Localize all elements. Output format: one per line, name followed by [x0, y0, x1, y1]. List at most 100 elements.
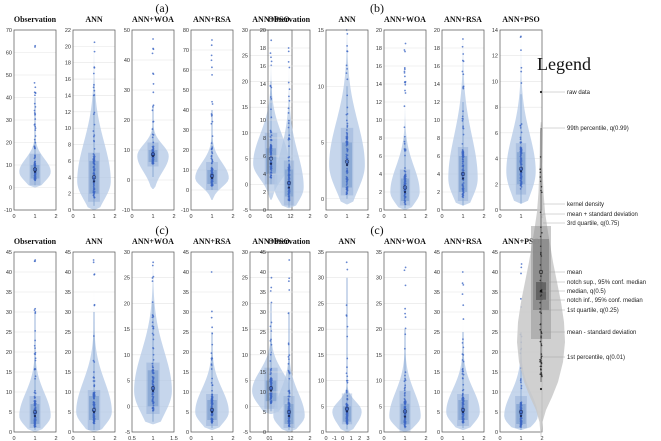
x-tick-label: 1: [403, 436, 406, 441]
raw-data-point: [93, 94, 96, 96]
raw-data-point: [93, 190, 96, 193]
raw-data-point: [33, 157, 36, 160]
y-tick-label: 30: [492, 310, 498, 316]
raw-data-point: [462, 125, 464, 128]
raw-data-point: [93, 404, 96, 406]
raw-data-point: [92, 417, 95, 420]
x-tick-label: 2: [113, 214, 116, 220]
raw-data-point: [287, 50, 290, 53]
y-tick-label: 12: [65, 110, 71, 116]
raw-data-point: [403, 135, 406, 138]
raw-data-point: [34, 367, 36, 370]
x-tick-label: 1: [269, 214, 272, 220]
raw-data-point: [520, 157, 523, 160]
raw-data-point: [269, 136, 272, 138]
legend-raw-point: [539, 311, 541, 313]
raw-data-point: [519, 184, 522, 187]
raw-data-point: [520, 381, 522, 384]
raw-data-point: [287, 312, 290, 315]
raw-data-point: [211, 395, 214, 398]
y-tick-label: 0: [379, 208, 382, 214]
x-tick-label: 2: [540, 436, 543, 441]
raw-data-point: [34, 375, 37, 378]
raw-data-point: [270, 60, 273, 63]
raw-data-point: [346, 268, 349, 271]
y-tick-label: 80: [183, 28, 189, 34]
raw-data-point: [346, 357, 349, 360]
median-marker: [345, 410, 349, 413]
raw-data-point: [520, 160, 523, 163]
raw-data-point: [462, 160, 465, 162]
raw-data-point: [403, 201, 406, 204]
x-tick-label: 1: [461, 214, 464, 220]
panel-title: ANN+WOA: [132, 15, 174, 24]
raw-data-point: [270, 378, 273, 381]
raw-data-point: [287, 47, 290, 49]
raw-data-point: [461, 271, 464, 273]
raw-data-point: [152, 152, 155, 155]
raw-data-point: [270, 399, 273, 402]
y-tick-label: 4: [379, 172, 382, 178]
raw-data-point: [462, 346, 465, 349]
raw-data-point: [345, 144, 348, 147]
raw-data-point: [152, 105, 154, 108]
raw-data-point: [210, 368, 213, 370]
y-tick-label: 18: [65, 61, 71, 67]
legend-raw-point: [539, 387, 543, 391]
raw-data-point: [33, 391, 36, 394]
raw-data-point: [93, 147, 96, 150]
raw-data-point: [270, 383, 273, 386]
y-tick-label: 10: [492, 390, 498, 396]
raw-data-point: [288, 391, 291, 394]
raw-data-point: [345, 119, 348, 122]
panel-frame: [72, 29, 116, 211]
legend-raw-point: [539, 373, 542, 376]
raw-data-point: [93, 139, 95, 142]
raw-data-point: [92, 259, 95, 261]
x-tick-label: 1: [519, 214, 522, 220]
y-tick-label: 10: [183, 390, 189, 396]
legend-raw-point: [540, 336, 542, 339]
legend-raw-point: [540, 373, 543, 376]
y-tick-label: 15: [492, 370, 498, 376]
raw-data-point: [210, 398, 213, 401]
y-tick-label: 15: [6, 370, 12, 376]
legend-item-p1: 1st percentile, q(0.01): [567, 355, 625, 361]
y-tick-label: 5: [9, 410, 12, 416]
raw-data-point: [346, 189, 349, 192]
raw-data-point: [92, 130, 95, 132]
raw-data-point: [93, 192, 96, 195]
raw-data-point: [520, 181, 523, 184]
raw-data-point: [211, 114, 213, 116]
legend-raw-point: [540, 312, 542, 315]
raw-data-point: [93, 89, 96, 92]
raw-data-point: [288, 289, 291, 291]
x-tick-label: 0: [12, 436, 15, 441]
y-tick-label: 18: [434, 46, 440, 52]
x-tick-label: 0: [341, 436, 344, 441]
raw-data-point: [34, 418, 37, 420]
violin-panel: ANN+WOA -5 0 5 10 15 20 25 30 0.5 1 1.5: [124, 237, 178, 441]
raw-data-point: [211, 343, 214, 346]
y-tick-label: 0: [127, 178, 130, 184]
raw-data-point: [151, 395, 154, 398]
raw-data-point: [346, 106, 349, 109]
legend-raw-point: [539, 156, 542, 158]
y-tick-label: 30: [124, 250, 130, 256]
y-tick-label: 25: [6, 330, 12, 336]
raw-data-point: [287, 280, 290, 283]
raw-data-point: [462, 73, 465, 76]
panel-title: ANN+WOA: [384, 237, 426, 246]
raw-data-point: [34, 129, 37, 131]
panel-title: ANN+PSO: [502, 237, 539, 246]
legend-raw-point: [539, 301, 542, 304]
raw-data-point: [519, 126, 522, 129]
raw-data-point: [210, 404, 213, 406]
median-marker: [210, 176, 214, 180]
raw-data-point: [152, 141, 155, 144]
y-tick-label: 40: [183, 270, 189, 276]
raw-data-point: [34, 86, 37, 89]
panel-frame: [441, 29, 485, 211]
legend-raw-point: [539, 90, 543, 94]
raw-data-point: [346, 394, 349, 397]
